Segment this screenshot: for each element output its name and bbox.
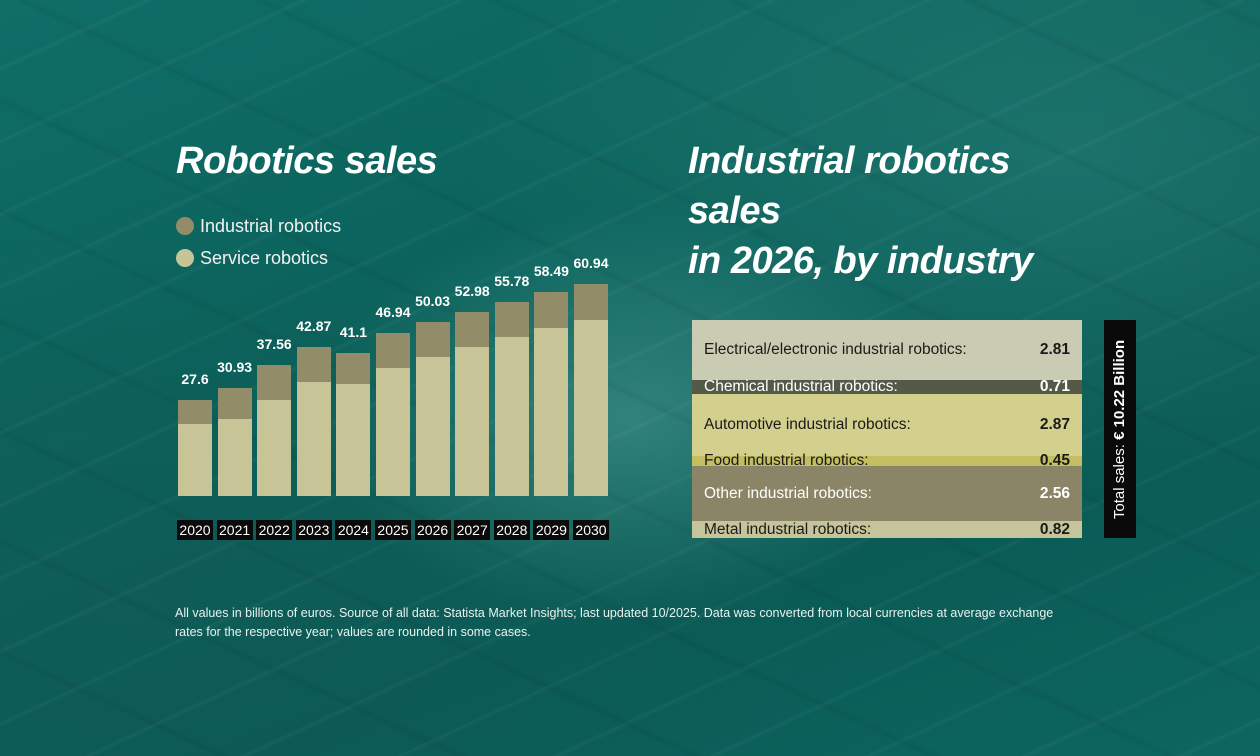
total-sales-text: Total sales: € 10.22 Billion — [1112, 339, 1129, 518]
bar-value-label: 37.56 — [256, 336, 292, 353]
industry-title-line2: in 2026, by industry — [688, 240, 1033, 282]
bar-segment-service — [574, 319, 608, 496]
bar-segment-service — [336, 383, 371, 496]
x-tick-label: 2028 — [493, 520, 530, 540]
bar-2026 — [415, 321, 450, 496]
bar-segment-service — [534, 328, 569, 496]
x-tick-label: 2023 — [295, 520, 332, 540]
total-sales-value: € 10.22 Billion — [1111, 339, 1129, 440]
industry-row: Chemical industrial robotics: 0.71 — [692, 378, 1082, 395]
bar-2020 — [178, 399, 212, 496]
bar-2029 — [534, 292, 569, 496]
legend-item-service: Service robotics — [176, 242, 341, 274]
industry-value: 0.82 — [1039, 520, 1070, 538]
bar-2025 — [376, 332, 410, 496]
industry-row: Other industrial robotics: 2.56 — [692, 466, 1082, 521]
chart-title: Robotics sales — [176, 140, 438, 182]
bar-segment-industrial — [257, 365, 292, 401]
industry-row: Electrical/electronic industrial robotic… — [692, 320, 1082, 380]
bar-segment-service — [415, 357, 450, 496]
legend-label: Service robotics — [200, 247, 329, 268]
legend-label: Industrial robotics — [200, 215, 342, 236]
bar-2023 — [296, 346, 331, 496]
industry-label: Electrical/electronic industrial robotic… — [704, 341, 967, 358]
industry-label: Other industrial robotics: — [704, 484, 872, 502]
bar-segment-industrial — [296, 346, 331, 382]
source-footnote: All values in billions of euros. Source … — [175, 606, 1054, 639]
legend-dot-icon — [176, 217, 194, 235]
bar-segment-industrial — [217, 388, 252, 420]
industry-value: 2.56 — [1039, 484, 1070, 502]
bar-segment-service — [494, 337, 529, 496]
industry-breakdown-table: Electrical/electronic industrial robotic… — [692, 320, 1082, 538]
industry-row: Food industrial robotics: 0.45 — [692, 452, 1082, 469]
bar-segment-industrial — [494, 301, 529, 338]
bar-value-label: 58.49 — [533, 263, 569, 280]
bar-segment-industrial — [574, 283, 608, 320]
industry-value: 0.45 — [1039, 452, 1070, 469]
bar-value-label: 60.94 — [573, 254, 609, 271]
bar-segment-service — [296, 381, 331, 496]
bar-segment-service — [455, 347, 490, 496]
bar-2022 — [257, 365, 292, 496]
bar-value-label: 27.6 — [181, 370, 209, 387]
industry-label: Automotive industrial robotics: — [704, 416, 911, 433]
bar-segment-industrial — [534, 292, 569, 329]
x-tick-label: 2025 — [375, 520, 411, 540]
industry-title-line1: Industrial robotics sales — [688, 140, 1010, 232]
bar-value-label: 50.03 — [415, 292, 451, 309]
x-tick-label: 2029 — [533, 520, 570, 540]
industry-label: Food industrial robotics: — [704, 452, 869, 469]
total-sales-label: Total sales: — [1111, 439, 1129, 519]
bar-segment-industrial — [415, 321, 450, 358]
bar-value-label: 42.87 — [296, 317, 332, 334]
industry-value: 2.81 — [1039, 341, 1070, 358]
bar-value-label: 41.1 — [339, 323, 368, 340]
x-tick-label: 2027 — [454, 520, 491, 540]
industry-row: Metal industrial robotics: 0.82 — [692, 521, 1082, 538]
x-tick-label: 2024 — [335, 520, 372, 540]
bar-segment-industrial — [455, 311, 490, 348]
x-tick-label: 2030 — [573, 520, 609, 540]
legend-item-industrial: Industrial robotics — [176, 210, 341, 242]
industry-label: Metal industrial robotics: — [704, 520, 872, 538]
x-tick-label: 2021 — [216, 520, 253, 540]
bar-segment-service — [178, 423, 212, 496]
bar-2027 — [455, 311, 490, 496]
total-sales-badge: Total sales: € 10.22 Billion — [1104, 320, 1136, 538]
industry-label: Chemical industrial robotics: — [704, 378, 898, 395]
industry-title: Industrial robotics sales in 2026, by in… — [688, 136, 1108, 286]
x-tick-label: 2022 — [256, 520, 293, 540]
bar-value-label: 46.94 — [375, 303, 411, 320]
bar-value-label: 30.93 — [217, 359, 253, 376]
bar-segment-industrial — [178, 399, 212, 424]
bar-2030 — [574, 283, 608, 496]
stacked-bar-chart: 27.6 2020 30.93 2021 37.56 2022 42.87 2023 41.1 2… — [0, 0, 640, 560]
bar-segment-industrial — [376, 332, 410, 368]
industry-value: 0.71 — [1039, 378, 1070, 395]
industry-value: 2.87 — [1039, 416, 1070, 433]
bar-segment-service — [376, 367, 410, 496]
bar-2024 — [336, 352, 371, 496]
bar-segment-industrial — [336, 352, 371, 384]
bar-segment-service — [257, 400, 292, 496]
chart-legend: Industrial robotics Service robotics — [176, 210, 341, 274]
x-tick-label: 2020 — [177, 520, 213, 540]
bar-2021 — [217, 388, 252, 496]
bar-2028 — [494, 301, 529, 496]
bar-value-label: 55.78 — [494, 272, 530, 289]
bar-value-label: 52.98 — [454, 282, 490, 299]
bar-segment-service — [217, 419, 252, 496]
industry-row: Automotive industrial robotics: 2.87 — [692, 394, 1082, 456]
x-tick-label: 2026 — [414, 520, 451, 540]
legend-dot-icon — [176, 249, 194, 267]
